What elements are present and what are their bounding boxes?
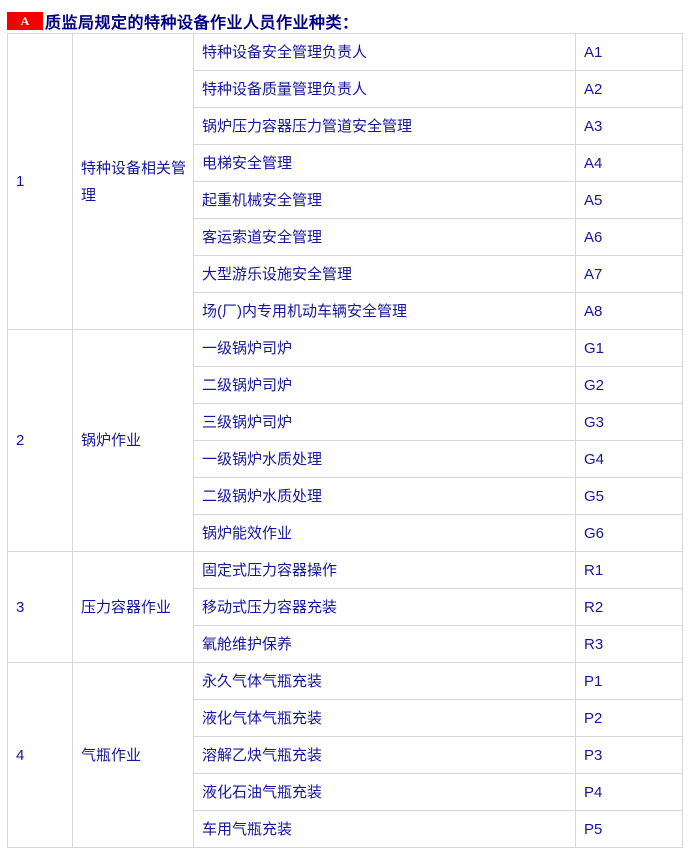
job-name-cell: 固定式压力容器操作 <box>193 551 576 589</box>
table-row: 大型游乐设施安全管理 A7 <box>8 255 683 293</box>
job-code-cell: G3 <box>575 403 683 441</box>
job-name-cell: 一级锅炉司炉 <box>193 329 576 367</box>
table-row: 锅炉压力容器压力管道安全管理 A3 <box>8 107 683 145</box>
job-code-cell: A3 <box>575 107 683 145</box>
table-row: 二级锅炉司炉 G2 <box>8 366 683 404</box>
section-number-cell: 3 <box>7 551 73 663</box>
table-row: 特种设备质量管理负责人 A2 <box>8 70 683 108</box>
job-code-cell: R3 <box>575 625 683 663</box>
table-row: 1 特种设备相关管理 特种设备安全管理负责人 A1 <box>7 33 683 330</box>
job-name-cell: 液化石油气瓶充装 <box>193 773 576 811</box>
equipment-table-body: 1 特种设备相关管理 特种设备安全管理负责人 A1 特种设备质量管理负责人 A2 锅炉压力容… <box>7 33 683 848</box>
job-code-cell: R1 <box>575 551 683 589</box>
job-code-cell: R2 <box>575 588 683 626</box>
table-row: 移动式压力容器充装 R2 <box>8 588 683 626</box>
section-letter-badge: A <box>7 11 43 30</box>
job-code-cell: A7 <box>575 255 683 293</box>
table-row: 二级锅炉水质处理 G5 <box>8 477 683 515</box>
section-category-cell: 特种设备相关管理 <box>72 33 194 330</box>
job-code-cell: G4 <box>575 440 683 478</box>
job-name-cell: 三级锅炉司炉 <box>193 403 576 441</box>
job-name-cell: 液化气体气瓶充装 <box>193 699 576 737</box>
job-name-cell: 特种设备质量管理负责人 <box>193 70 576 108</box>
table-row: 溶解乙炔气瓶充装 P3 <box>8 736 683 774</box>
job-name-cell: 永久气体气瓶充装 <box>193 662 576 700</box>
job-name-cell: 特种设备安全管理负责人 <box>193 33 576 71</box>
table-row: 起重机械安全管理 A5 <box>8 181 683 219</box>
job-code-cell: A8 <box>575 292 683 330</box>
job-name-cell: 溶解乙炔气瓶充装 <box>193 736 576 774</box>
job-name-cell: 客运索道安全管理 <box>193 218 576 256</box>
job-code-cell: P3 <box>575 736 683 774</box>
job-name-cell: 场(厂)内专用机动车辆安全管理 <box>193 292 576 330</box>
job-code-cell: A6 <box>575 218 683 256</box>
section-category-cell: 气瓶作业 <box>72 662 194 848</box>
page-header: A 质监局规定的特种设备作业人员作业种类： <box>0 0 689 33</box>
table-row: 4 气瓶作业 永久气体气瓶充装 P1 <box>7 662 683 848</box>
section-number-cell: 4 <box>7 662 73 848</box>
table-row: 电梯安全管理 A4 <box>8 144 683 182</box>
section-category-cell: 锅炉作业 <box>72 329 194 552</box>
job-name-cell: 氧舱维护保养 <box>193 625 576 663</box>
job-name-cell: 二级锅炉司炉 <box>193 366 576 404</box>
table-row: 3 压力容器作业 固定式压力容器操作 R1 <box>7 551 683 663</box>
job-code-cell: P2 <box>575 699 683 737</box>
job-code-cell: P4 <box>575 773 683 811</box>
section-category-cell: 压力容器作业 <box>72 551 194 663</box>
equipment-category-table: 1 特种设备相关管理 特种设备安全管理负责人 A1 特种设备质量管理负责人 A2 锅炉压力容… <box>7 33 683 848</box>
table-row: 2 锅炉作业 一级锅炉司炉 G1 <box>7 329 683 552</box>
table-row: 锅炉能效作业 G6 <box>8 514 683 552</box>
section-number-cell: 1 <box>7 33 73 330</box>
job-name-cell: 锅炉能效作业 <box>193 514 576 552</box>
job-name-cell: 电梯安全管理 <box>193 144 576 182</box>
job-code-cell: P5 <box>575 810 683 848</box>
table-row: 场(厂)内专用机动车辆安全管理 A8 <box>8 292 683 330</box>
job-name-cell: 大型游乐设施安全管理 <box>193 255 576 293</box>
job-code-cell: A2 <box>575 70 683 108</box>
job-name-cell: 锅炉压力容器压力管道安全管理 <box>193 107 576 145</box>
table-row: 液化气体气瓶充装 P2 <box>8 699 683 737</box>
job-code-cell: P1 <box>575 662 683 700</box>
job-code-cell: G6 <box>575 514 683 552</box>
job-name-cell: 移动式压力容器充装 <box>193 588 576 626</box>
job-name-cell: 二级锅炉水质处理 <box>193 477 576 515</box>
table-row: 客运索道安全管理 A6 <box>8 218 683 256</box>
section-number-cell: 2 <box>7 329 73 552</box>
table-row: 液化石油气瓶充装 P4 <box>8 773 683 811</box>
table-row: 三级锅炉司炉 G3 <box>8 403 683 441</box>
job-name-cell: 一级锅炉水质处理 <box>193 440 576 478</box>
job-code-cell: A5 <box>575 181 683 219</box>
job-code-cell: A4 <box>575 144 683 182</box>
job-name-cell: 车用气瓶充装 <box>193 810 576 848</box>
table-row: 氧舱维护保养 R3 <box>8 625 683 663</box>
job-code-cell: A1 <box>575 33 683 71</box>
page-title: 质监局规定的特种设备作业人员作业种类： <box>45 14 359 32</box>
job-name-cell: 起重机械安全管理 <box>193 181 576 219</box>
job-code-cell: G2 <box>575 366 683 404</box>
job-code-cell: G5 <box>575 477 683 515</box>
job-code-cell: G1 <box>575 329 683 367</box>
